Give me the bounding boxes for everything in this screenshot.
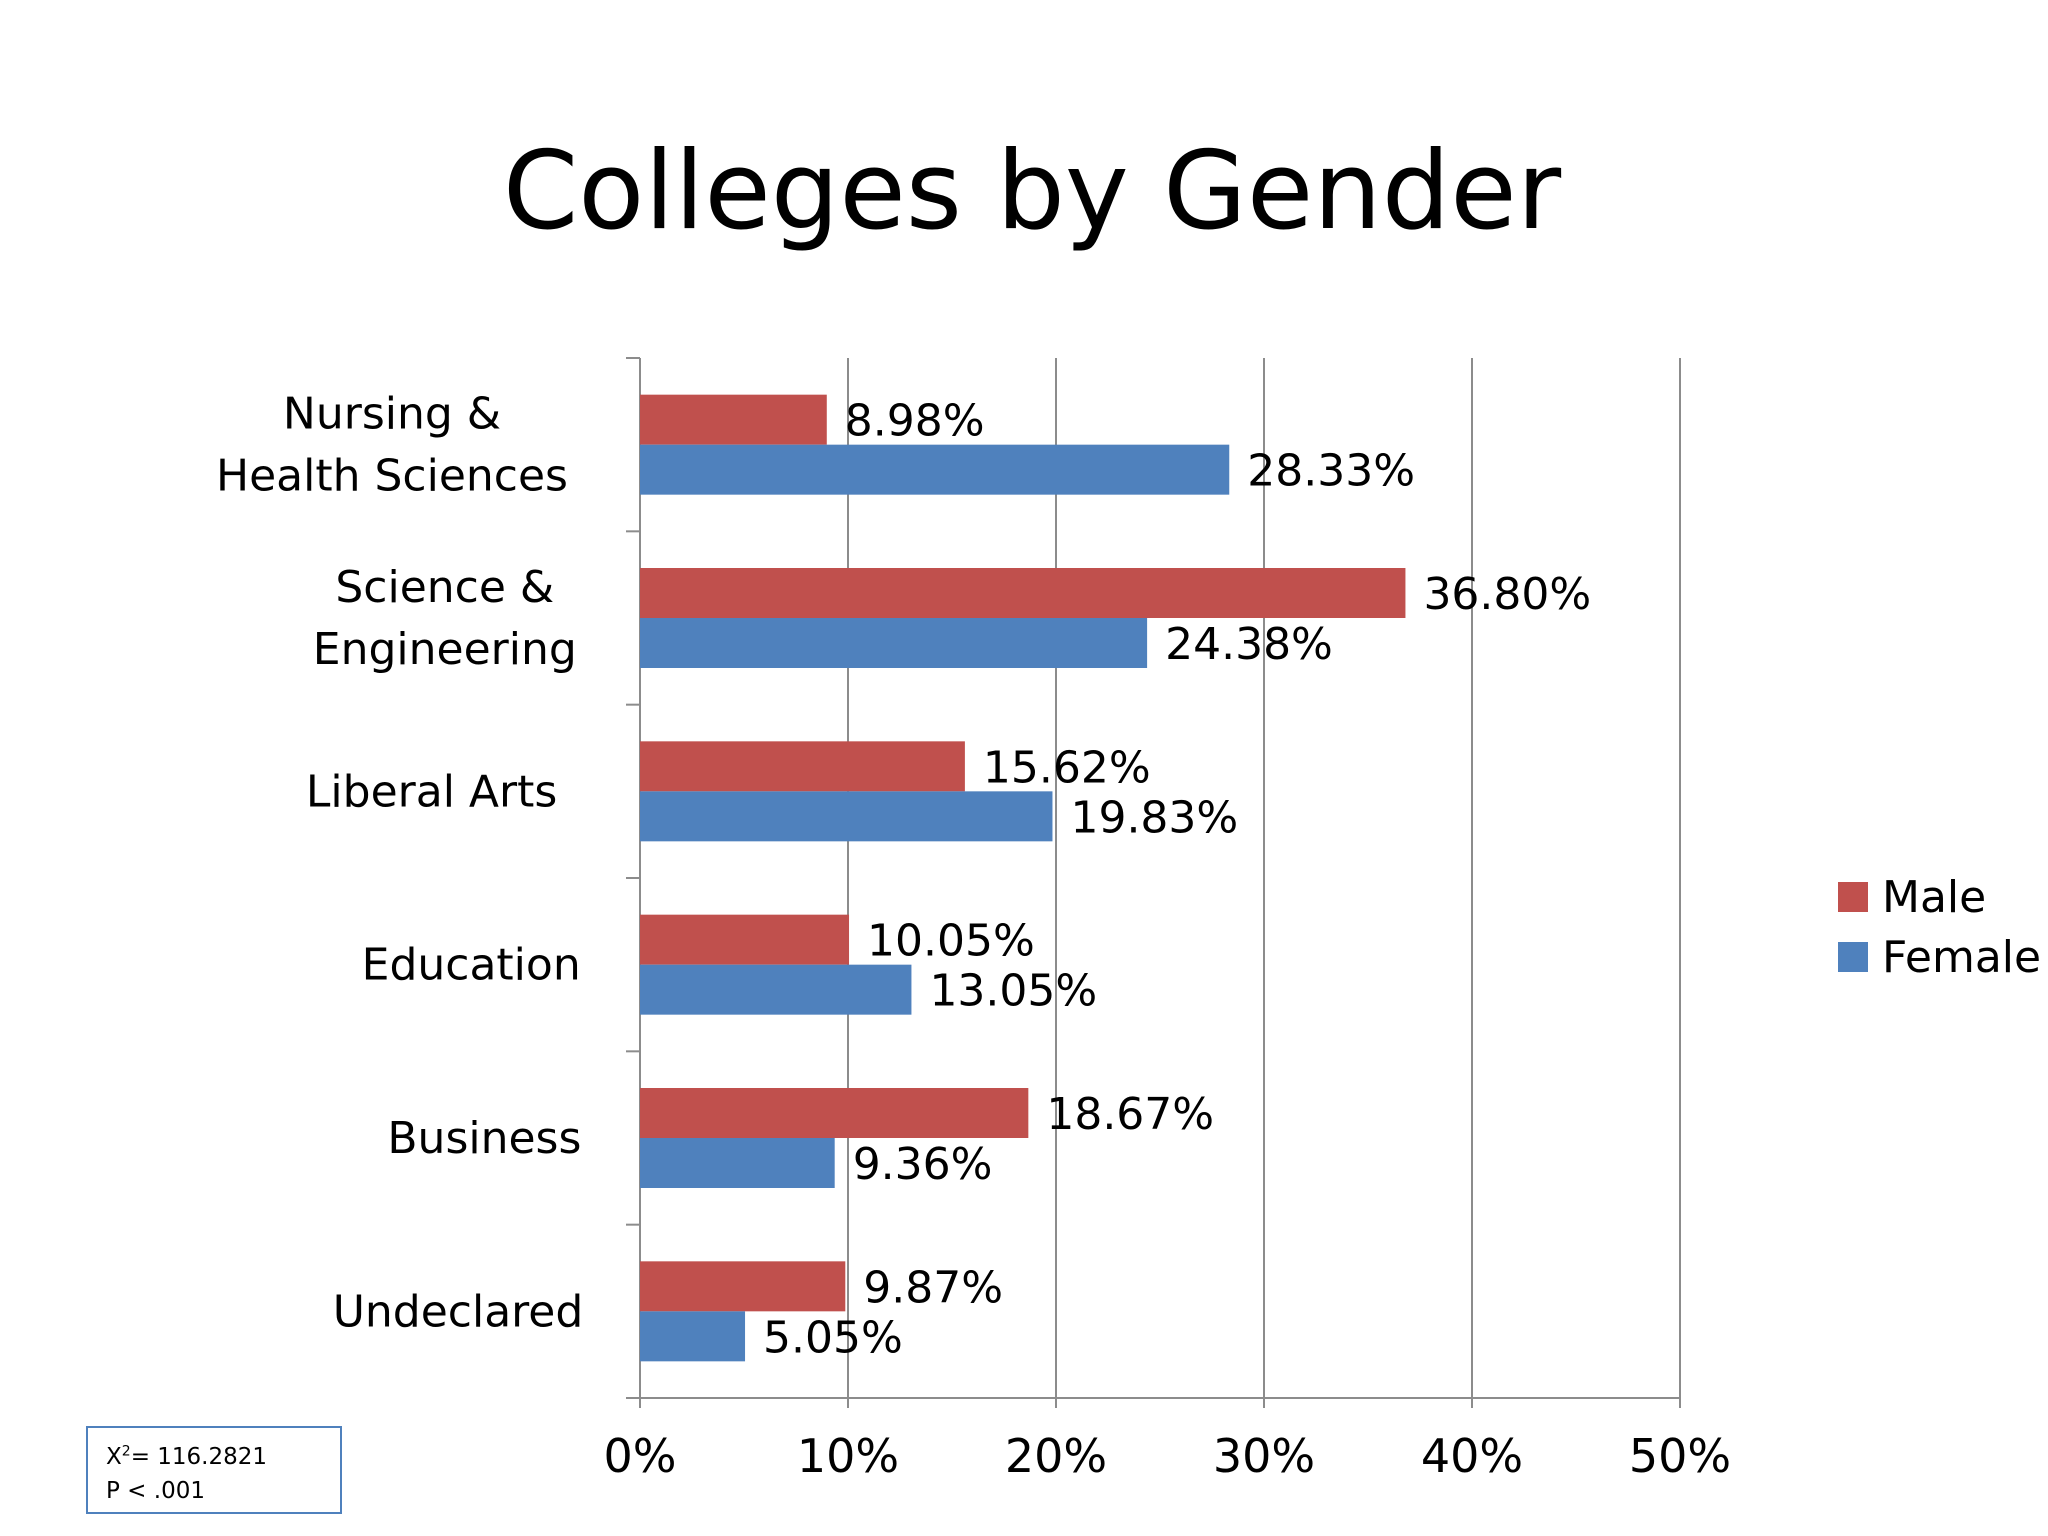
category-label-line: Undeclared bbox=[333, 1286, 584, 1337]
legend: Male Female bbox=[1838, 872, 2041, 983]
category-label-line: Nursing & bbox=[283, 389, 501, 440]
category-label-line: Science & bbox=[335, 562, 554, 613]
data-labels: 8.98% 28.33% 36.80% 24.38% 15.62%19.83% 10.05… bbox=[763, 396, 1591, 1364]
category-label: Business bbox=[387, 1113, 581, 1164]
category-label: Science & Engineering bbox=[313, 562, 577, 675]
bar-female bbox=[640, 1138, 835, 1188]
category-label: Nursing & Health Sciences bbox=[216, 389, 568, 502]
x-tick-label: 20% bbox=[1005, 1429, 1107, 1483]
axes bbox=[626, 357, 1681, 1408]
category-label: Liberal Arts bbox=[306, 766, 557, 817]
bar-male bbox=[640, 394, 827, 445]
data-label-female: 9.36% bbox=[853, 1139, 993, 1190]
gridlines bbox=[847, 358, 1681, 1398]
legend-swatch-male bbox=[1838, 882, 1868, 912]
data-label-female: 13.05% bbox=[929, 966, 1097, 1017]
data-label-male: 18.67% bbox=[1046, 1089, 1214, 1140]
category-label-line: Education bbox=[362, 940, 581, 991]
category-label-line: Health Sciences bbox=[216, 451, 568, 502]
data-label-male: 10.05% bbox=[867, 916, 1035, 967]
chi-symbol: X bbox=[106, 1444, 122, 1470]
x-tick-label: 40% bbox=[1421, 1429, 1523, 1483]
data-label-male: 9.87% bbox=[863, 1262, 1003, 1313]
data-label-male: 15.62% bbox=[983, 742, 1151, 793]
chart-title: Colleges by Gender bbox=[503, 129, 1562, 254]
statistics-box: X2= 116.2821 P < .001 bbox=[86, 1426, 342, 1514]
bar-female bbox=[640, 444, 1230, 495]
legend-label-male: Male bbox=[1882, 872, 1986, 923]
category-labels: Nursing & Health Sciences Science & Enginee… bbox=[216, 389, 583, 1338]
category-label-line: Business bbox=[387, 1113, 581, 1164]
data-label-female: 28.33% bbox=[1247, 446, 1415, 497]
x-tick-label: 50% bbox=[1629, 1429, 1731, 1483]
bar-male bbox=[640, 568, 1406, 618]
category-label-line: Engineering bbox=[313, 624, 577, 675]
category-label: Undeclared bbox=[333, 1286, 584, 1337]
x-tick-labels: 0% 10% 20% 30% 40% 50% bbox=[604, 1429, 1732, 1483]
bar-male bbox=[640, 1088, 1029, 1138]
x-tick-label: 0% bbox=[604, 1429, 677, 1483]
data-label-female: 5.05% bbox=[763, 1312, 903, 1363]
category-label: Education bbox=[362, 940, 581, 991]
bar-female bbox=[640, 1311, 746, 1362]
bar-female bbox=[640, 791, 1053, 842]
bar-male bbox=[640, 1261, 846, 1312]
legend-label-female: Female bbox=[1882, 932, 2041, 983]
chi-square-value: = 116.2821 bbox=[130, 1444, 268, 1470]
data-label-female: 19.83% bbox=[1070, 792, 1238, 843]
legend-swatch-female bbox=[1838, 942, 1868, 972]
data-label-male: 36.80% bbox=[1423, 569, 1591, 620]
chi-square-line: X2= 116.2821 bbox=[106, 1440, 340, 1474]
data-label-female: 24.38% bbox=[1165, 619, 1333, 670]
bar-male bbox=[640, 914, 850, 965]
x-tick-label: 10% bbox=[797, 1429, 899, 1483]
p-value: P < .001 bbox=[106, 1478, 205, 1504]
chi-superscript: 2 bbox=[121, 1443, 131, 1460]
bars bbox=[640, 394, 1406, 1362]
bar-female bbox=[640, 618, 1148, 668]
bar-female bbox=[640, 964, 912, 1015]
category-label-line: Liberal Arts bbox=[306, 766, 557, 817]
bar-male bbox=[640, 741, 965, 792]
data-label-male: 8.98% bbox=[845, 396, 985, 447]
x-tick-label: 30% bbox=[1213, 1429, 1315, 1483]
